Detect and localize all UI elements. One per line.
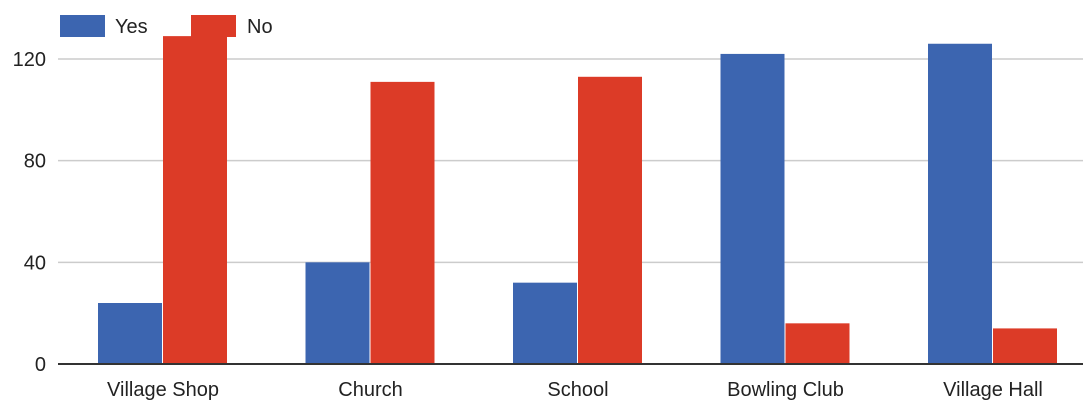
y-tick-label: 80 [24,151,46,173]
bars [98,36,1057,365]
bar-no-church [370,81,435,364]
axes: 0 40 80 120 Village Shop Church School Bowling … [13,49,1083,401]
grid [58,58,1083,264]
bar-no-village-hall [993,328,1057,364]
legend-label-no: No [247,16,273,38]
bar-no-village-shop [163,36,227,364]
legend-swatch-yes [60,15,105,37]
legend-swatch-no [191,15,236,37]
bar-yes-village-hall [928,43,992,364]
bar-yes-school [513,282,577,364]
x-tick-label: Church [338,379,402,401]
x-tick-label: Village Shop [107,379,219,401]
legend-label-yes: Yes [115,16,148,38]
bar-yes-village-shop [98,303,162,364]
bar-no-school [578,76,642,365]
bar-yes-church [305,262,370,364]
bar-yes-bowling-club [720,53,785,365]
y-tick-label: 120 [13,49,46,71]
y-tick-label: 0 [35,354,46,376]
x-tick-label: School [547,379,608,401]
bar-no-bowling-club [785,323,850,364]
x-tick-label: Bowling Club [727,379,844,401]
x-tick-label: Village Hall [943,379,1043,401]
y-tick-label: 40 [24,252,46,274]
legend: Yes No [60,15,273,38]
